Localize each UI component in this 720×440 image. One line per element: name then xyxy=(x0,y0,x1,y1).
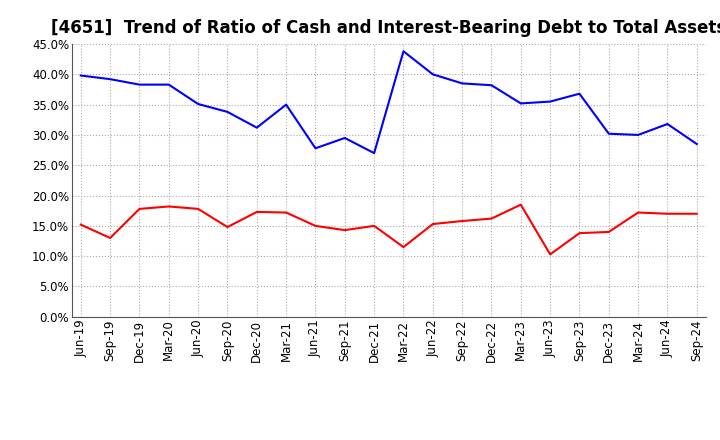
Cash xyxy=(223,224,232,230)
Cash xyxy=(76,222,85,227)
Cash xyxy=(516,202,525,207)
Cash xyxy=(458,218,467,224)
Interest-Bearing Debt xyxy=(605,131,613,136)
Interest-Bearing Debt xyxy=(106,77,114,82)
Cash xyxy=(106,235,114,241)
Cash xyxy=(546,252,554,257)
Interest-Bearing Debt xyxy=(282,102,290,107)
Title: [4651]  Trend of Ratio of Cash and Interest-Bearing Debt to Total Assets: [4651] Trend of Ratio of Cash and Intere… xyxy=(51,19,720,37)
Cash xyxy=(428,221,437,227)
Interest-Bearing Debt xyxy=(516,101,525,106)
Interest-Bearing Debt xyxy=(487,83,496,88)
Interest-Bearing Debt xyxy=(135,82,144,87)
Interest-Bearing Debt xyxy=(194,101,202,106)
Interest-Bearing Debt xyxy=(399,49,408,54)
Cash xyxy=(693,211,701,216)
Interest-Bearing Debt xyxy=(575,91,584,96)
Cash xyxy=(253,209,261,215)
Line: Interest-Bearing Debt: Interest-Bearing Debt xyxy=(81,51,697,153)
Interest-Bearing Debt xyxy=(693,141,701,147)
Interest-Bearing Debt xyxy=(458,81,467,86)
Interest-Bearing Debt xyxy=(164,82,173,87)
Interest-Bearing Debt xyxy=(311,146,320,151)
Cash xyxy=(311,223,320,228)
Interest-Bearing Debt xyxy=(370,150,379,156)
Line: Cash: Cash xyxy=(81,205,697,254)
Cash xyxy=(634,210,642,215)
Cash xyxy=(135,206,144,212)
Cash xyxy=(341,227,349,233)
Interest-Bearing Debt xyxy=(663,121,672,127)
Cash xyxy=(487,216,496,221)
Interest-Bearing Debt xyxy=(341,136,349,141)
Cash xyxy=(663,211,672,216)
Interest-Bearing Debt xyxy=(428,72,437,77)
Cash xyxy=(164,204,173,209)
Interest-Bearing Debt xyxy=(546,99,554,104)
Cash xyxy=(605,229,613,235)
Interest-Bearing Debt xyxy=(76,73,85,78)
Interest-Bearing Debt xyxy=(634,132,642,138)
Cash xyxy=(399,245,408,250)
Interest-Bearing Debt xyxy=(253,125,261,130)
Interest-Bearing Debt xyxy=(223,109,232,114)
Cash xyxy=(370,223,379,228)
Cash xyxy=(194,206,202,212)
Cash xyxy=(575,231,584,236)
Cash xyxy=(282,210,290,215)
